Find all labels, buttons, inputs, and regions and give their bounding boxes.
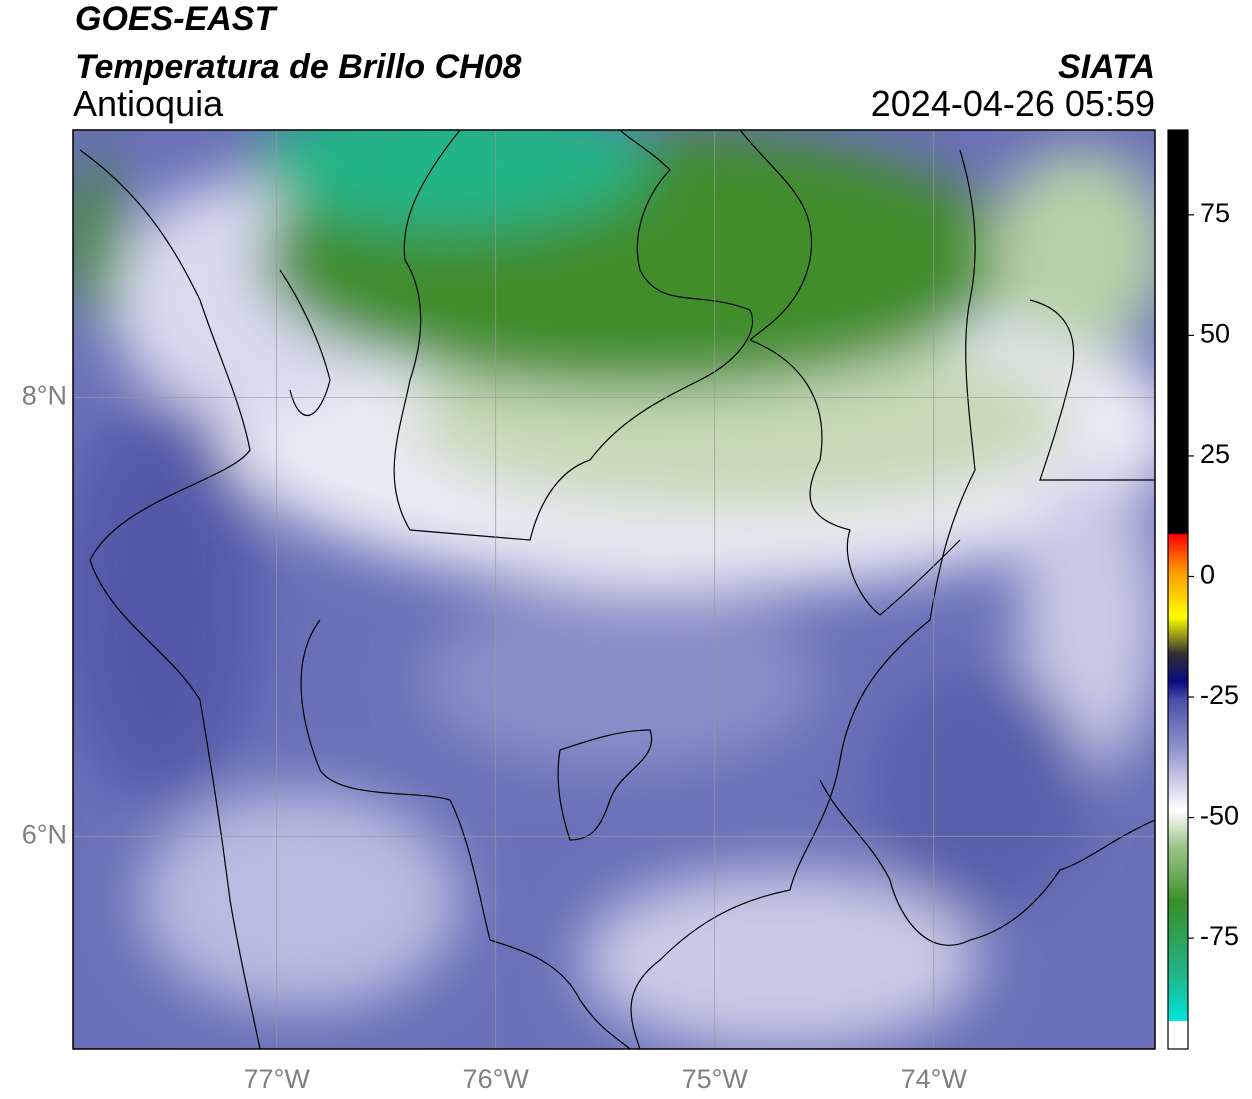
colorbar-tick-label: -50 bbox=[1200, 801, 1239, 831]
satellite-image bbox=[73, 130, 1155, 1049]
colorbar-tick-label: 50 bbox=[1200, 319, 1230, 349]
subtitle: Temperatura de Brillo CH08 bbox=[75, 48, 522, 86]
colorbar-tick-label: -25 bbox=[1200, 680, 1239, 710]
borders bbox=[79, 130, 1155, 1049]
y-tick-label: 6°N bbox=[22, 819, 67, 849]
x-tick-label: 77°W bbox=[244, 1064, 311, 1094]
colorbar-tick-label: -75 bbox=[1200, 921, 1239, 951]
colorbar-tick-label: 0 bbox=[1200, 560, 1215, 590]
colorbar-tick-label: 25 bbox=[1200, 439, 1230, 469]
x-tick-label: 76°W bbox=[463, 1064, 530, 1094]
x-tick-label: 75°W bbox=[682, 1064, 749, 1094]
datetime: 2024-04-26 05:59 bbox=[871, 83, 1155, 124]
source: SIATA bbox=[1058, 48, 1155, 86]
region: Antioquia bbox=[73, 83, 224, 124]
colorbar bbox=[1167, 129, 1189, 1050]
map-frame bbox=[72, 129, 1156, 1050]
title: GOES-EAST bbox=[75, 0, 278, 38]
graticule bbox=[73, 130, 1155, 1049]
y-tick-label: 8°N bbox=[22, 381, 67, 411]
colorbar-tick-label: 75 bbox=[1200, 198, 1230, 228]
x-tick-label: 74°W bbox=[901, 1064, 968, 1094]
